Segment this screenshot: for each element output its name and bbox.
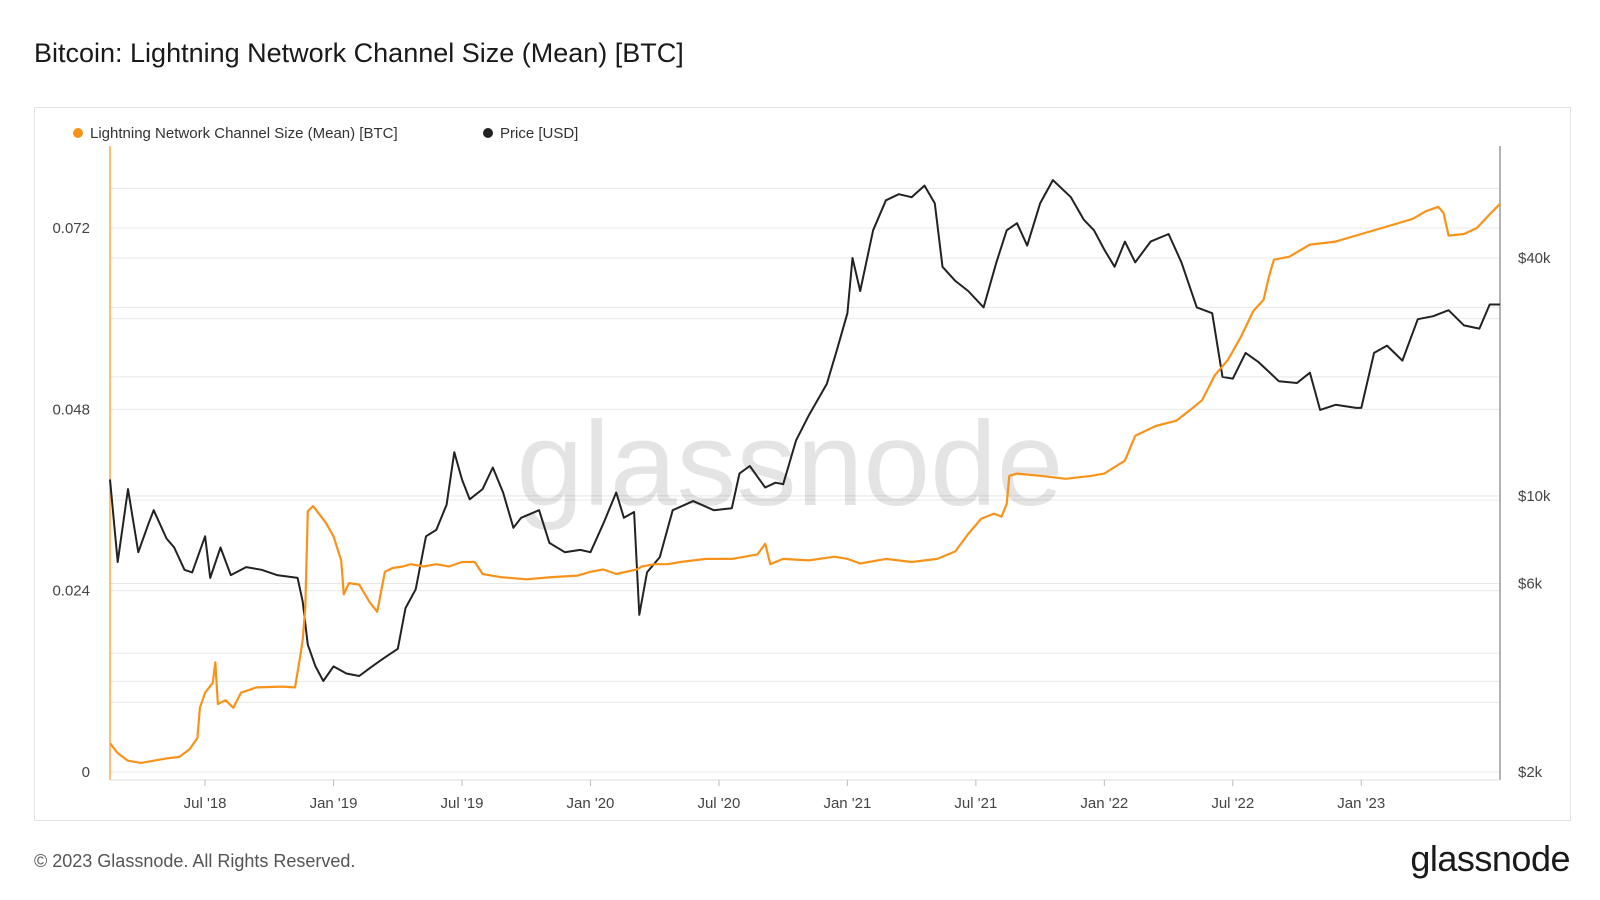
tick-labels: 0 0.024 0.048 0.072 $2k $6k $10k $40k Jul '18 Jan…	[52, 220, 1551, 812]
y-left-tick-label: 0.024	[52, 583, 90, 600]
x-tick-label: Jan '22	[1080, 795, 1128, 812]
glassnode-logo: glassnode	[1410, 838, 1570, 879]
price-line	[109, 179, 1500, 682]
series-lines	[109, 179, 1501, 764]
y-left-tick-label: 0	[82, 764, 90, 781]
chart-frame	[34, 107, 1571, 821]
x-tick-label: Jan '19	[310, 795, 358, 812]
x-tick-label: Jul '18	[184, 795, 227, 812]
legend: Lightning Network Channel Size (Mean) [B…	[73, 125, 578, 142]
y-right-tick-label: $2k	[1518, 764, 1543, 781]
x-tick-label: Jan '23	[1337, 795, 1385, 812]
y-left-tick-label: 0.072	[52, 220, 90, 237]
chart-title: Bitcoin: Lightning Network Channel Size …	[34, 38, 684, 68]
x-tick-label: Jul '20	[697, 795, 740, 812]
gridlines	[110, 187, 1500, 773]
legend-price-label: Price [USD]	[500, 125, 578, 142]
copyright-footer: © 2023 Glassnode. All Rights Reserved.	[34, 851, 356, 871]
axes	[109, 146, 1501, 781]
x-tick-label: Jan '20	[567, 795, 615, 812]
y-right-tick-label: $40k	[1518, 250, 1551, 267]
legend-price-marker	[483, 128, 493, 138]
legend-channel-marker	[73, 128, 83, 138]
y-right-tick-label: $6k	[1518, 576, 1543, 593]
x-tick-label: Jul '19	[441, 795, 484, 812]
legend-channel-label: Lightning Network Channel Size (Mean) [B…	[90, 125, 398, 142]
y-left-tick-label: 0.048	[52, 401, 90, 418]
y-right-tick-label: $10k	[1518, 488, 1551, 505]
x-tick-label: Jul '21	[954, 795, 997, 812]
channel-size-line	[109, 203, 1501, 764]
x-tick-label: Jan '21	[823, 795, 871, 812]
x-tick-label: Jul '22	[1211, 795, 1254, 812]
